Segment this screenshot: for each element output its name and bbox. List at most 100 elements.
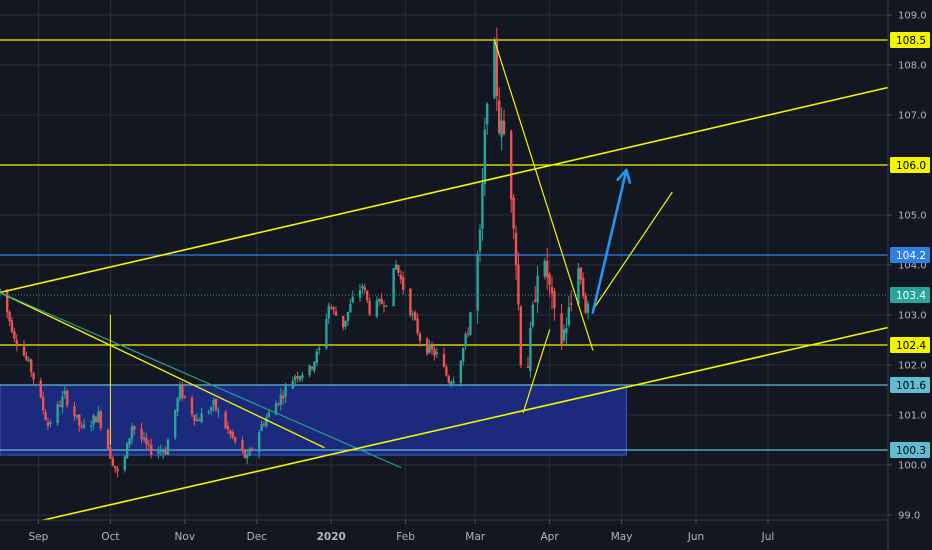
candle-body	[140, 428, 143, 440]
candle-body	[546, 260, 549, 278]
candle-body	[330, 307, 333, 309]
candle-body	[500, 120, 503, 138]
candle-body	[94, 416, 98, 423]
candle-body	[241, 439, 244, 451]
candle-body	[584, 295, 587, 313]
candle-body	[210, 407, 213, 411]
x-tick-label: Jul	[761, 531, 775, 543]
candle-body	[548, 274, 551, 285]
candle-body	[294, 376, 297, 381]
candle-body	[130, 426, 134, 439]
candle-body	[570, 303, 573, 305]
candle-body	[217, 411, 220, 413]
x-tick-label: Jun	[687, 531, 704, 543]
price-level-tag-label: 101.6	[896, 380, 926, 392]
candle-body	[394, 264, 398, 270]
candle-body	[30, 359, 33, 372]
x-tick-label: Sep	[29, 531, 49, 543]
candle-body	[90, 425, 93, 427]
candle-body	[318, 348, 321, 350]
candle-body	[428, 344, 431, 353]
candle-body	[97, 411, 100, 423]
candle-body	[0, 289, 2, 291]
candle-body	[435, 352, 438, 355]
candle-body	[385, 305, 388, 307]
arrow-head	[616, 168, 632, 184]
candle-body	[426, 338, 429, 354]
candle-body	[553, 291, 556, 309]
candle-body	[526, 366, 530, 368]
candle-body	[536, 275, 539, 303]
candle-body	[560, 313, 563, 345]
candle-body	[301, 375, 304, 379]
candle-body	[502, 120, 506, 135]
candle-body	[380, 298, 383, 304]
candle-body	[349, 304, 352, 313]
price-level-tag-label: 103.4	[896, 290, 926, 302]
candle-body	[447, 376, 450, 383]
candle-body	[382, 305, 386, 307]
candle-body	[332, 307, 335, 310]
y-tick-label: 109.0	[898, 11, 927, 22]
candle-body	[414, 312, 417, 320]
candle-body	[262, 423, 266, 426]
candle-body	[195, 419, 198, 422]
y-tick-label: 108.0	[898, 61, 927, 72]
candle-body	[498, 100, 501, 133]
trend-line	[0, 291, 325, 449]
candle-body	[366, 290, 369, 301]
candle-body	[265, 417, 268, 427]
price-level-tag	[890, 442, 930, 458]
candle-body	[207, 411, 210, 414]
candle-body	[510, 131, 513, 200]
candle-body	[543, 260, 546, 277]
candle-body	[13, 331, 16, 339]
x-tick-label: Apr	[541, 531, 560, 543]
candle-body	[231, 432, 234, 438]
candle-body	[78, 414, 81, 426]
candle-body	[260, 423, 263, 432]
candle-body	[32, 372, 35, 380]
candle-body	[325, 318, 328, 349]
candle-body	[284, 386, 287, 397]
candle-body	[274, 403, 278, 415]
time-axis-background	[0, 520, 888, 550]
candle-body	[111, 458, 114, 466]
candle-body	[282, 396, 285, 399]
candle-body	[291, 380, 294, 389]
candle-body	[550, 287, 554, 294]
candle-body	[308, 365, 311, 376]
candle-body	[514, 232, 518, 266]
candle-body	[562, 329, 566, 341]
candle-body	[212, 400, 215, 406]
candle-body	[344, 320, 347, 327]
candle-body	[234, 437, 237, 442]
candle-body	[392, 268, 395, 307]
candle-body	[586, 303, 590, 313]
candle-body	[534, 299, 537, 302]
candle-body	[418, 333, 422, 341]
support-zone	[0, 384, 627, 456]
candle-body	[178, 385, 182, 400]
candle-body	[198, 419, 201, 421]
candle-body	[46, 422, 50, 426]
candle-body	[109, 447, 112, 459]
x-tick-label: Nov	[175, 531, 196, 543]
candle-body	[126, 442, 129, 459]
candle-body	[174, 409, 177, 438]
candle-body	[529, 327, 532, 371]
candles	[0, 27, 590, 478]
candle-body	[378, 299, 381, 302]
x-tick-label: Dec	[247, 531, 268, 543]
price-level-tag	[890, 157, 930, 173]
candle-body	[243, 449, 246, 458]
candle-body	[39, 380, 42, 398]
candle-body	[402, 277, 405, 290]
candle-body	[226, 426, 230, 430]
candle-body	[582, 277, 585, 297]
y-tick-label: 99.0	[898, 511, 920, 522]
candle-body	[250, 448, 254, 451]
trend-line	[493, 39, 594, 351]
trend-line	[522, 329, 551, 414]
